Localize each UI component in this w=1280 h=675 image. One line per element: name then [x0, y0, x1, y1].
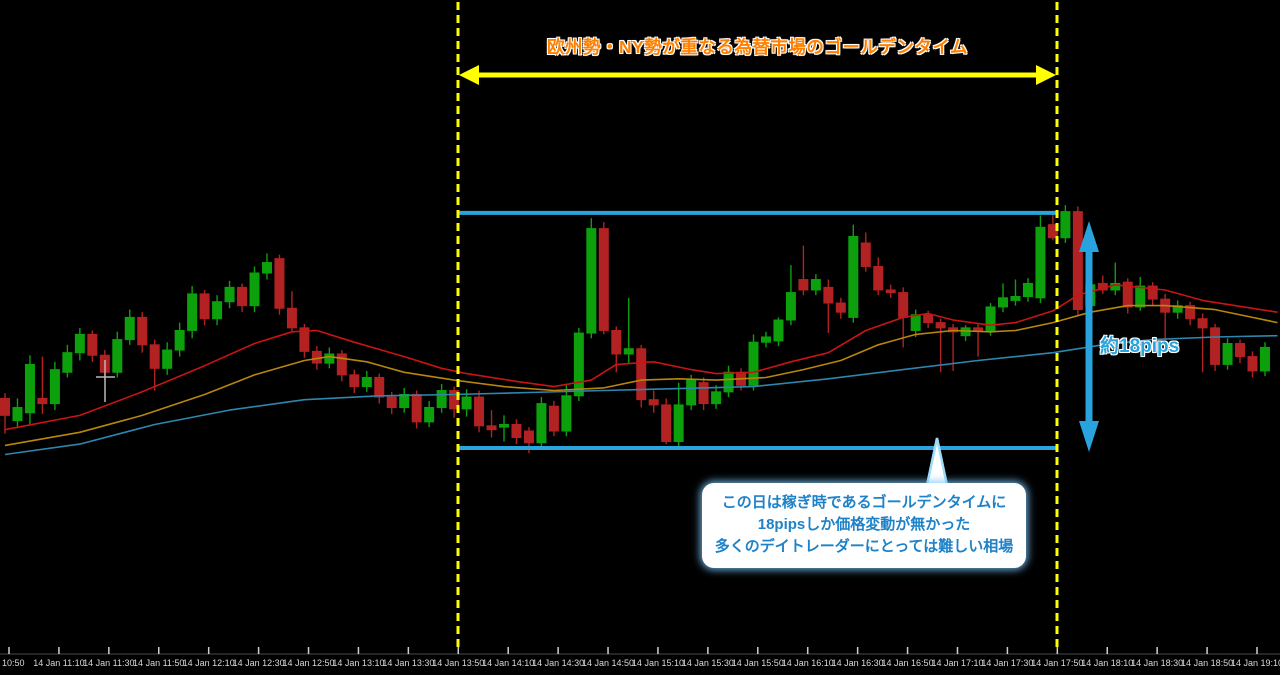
callout-line-1: この日は稼ぎ時であるゴールデンタイムに [721, 494, 1007, 511]
time-axis-label: 14 Jan 14:30 [532, 658, 585, 668]
time-axis-label: 14 Jan 14:10 [482, 658, 535, 668]
time-axis-label: 14 Jan 12:50 [282, 658, 335, 668]
time-axis[interactable]: 10:50 14 Jan 11:10 14 Jan 11:30 14 Jan 11:5… [0, 656, 1280, 675]
crosshair-cursor [96, 360, 115, 402]
time-axis-label: 14 Jan 11:10 [33, 658, 85, 668]
time-axis-label: 14 Jan 18:30 [1131, 658, 1184, 668]
time-axis-label: 14 Jan 11:30 [83, 658, 135, 668]
candlestick-series [0, 205, 1270, 454]
time-axis-label: 14 Jan 16:30 [831, 658, 884, 668]
time-axis-label: 14 Jan 15:50 [731, 658, 784, 668]
time-axis-label: 14 Jan 17:10 [931, 658, 984, 668]
callout-line-2: 18pipsしか価格変動が無かった [757, 516, 971, 533]
time-axis-label: 14 Jan 11:50 [133, 658, 185, 668]
time-axis-label: 14 Jan 12:30 [232, 658, 285, 668]
callout-bubble: この日は稼ぎ時であるゴールデンタイムに 18pipsしか価格変動が無かった 多く… [702, 483, 1026, 568]
range-pips-label: 約18pips [1100, 336, 1180, 357]
time-axis-label: 14 Jan 16:50 [881, 658, 934, 668]
slow-ma-blue [4, 334, 1278, 456]
time-axis-label: 14 Jan 15:30 [681, 658, 734, 668]
time-axis-label: 14 Jan 13:10 [332, 658, 385, 668]
time-axis-label: 14 Jan 18:50 [1181, 658, 1234, 668]
golden-time-arrow [459, 65, 1056, 85]
time-axis-label: 14 Jan 14:50 [582, 658, 635, 668]
time-axis-label: 10:50 [2, 658, 25, 668]
fast-ma-red [4, 283, 1278, 431]
callout-line-3: 多くのデイトレーダーにとっては難しい相場 [714, 538, 1014, 555]
time-axis-label: 14 Jan 18:10 [1081, 658, 1134, 668]
time-axis-label: 14 Jan 15:10 [631, 658, 684, 668]
time-axis-label: 14 Jan 12:10 [182, 658, 235, 668]
time-axis-label: 14 Jan 13:30 [382, 658, 435, 668]
time-axis-label: 14 Jan 16:10 [781, 658, 834, 668]
pips-range-arrow [1079, 221, 1099, 452]
time-axis-label: 14 Jan 17:50 [1031, 658, 1084, 668]
golden-time-title: 欧州勢・NY勢が重なる為替市場のゴールデンタイム [547, 37, 968, 57]
time-axis-label: 14 Jan 13:50 [432, 658, 485, 668]
time-axis-label: 14 Jan 17:30 [981, 658, 1034, 668]
time-axis-label: 14 Jan 19:10 [1230, 658, 1280, 668]
